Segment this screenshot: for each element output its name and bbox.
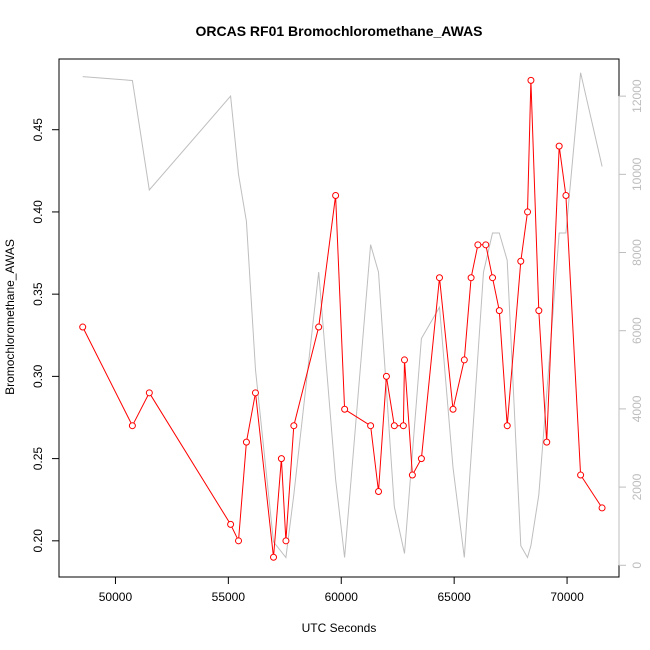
data-point xyxy=(382,372,390,380)
chart-title: ORCAS RF01 Bromochloromethane_AWAS xyxy=(195,23,482,39)
x-axis-label: UTC Seconds xyxy=(302,621,377,635)
x-axis: 50000 55000 60000 65000 70000 xyxy=(99,576,584,604)
data-point xyxy=(474,241,482,249)
x-tick-label: 55000 xyxy=(212,590,246,604)
data-point xyxy=(251,389,259,397)
y-tick-label: 0.25 xyxy=(31,447,45,471)
data-point xyxy=(495,307,503,315)
data-point xyxy=(290,422,298,430)
data-point xyxy=(535,307,543,315)
data-point xyxy=(503,422,511,430)
data-point xyxy=(489,274,497,282)
data-point xyxy=(562,191,570,199)
data-point xyxy=(435,274,443,282)
y2-tick-label: 0 xyxy=(630,562,644,569)
data-point xyxy=(399,422,407,430)
y-axis-right: 0 2000 4000 6000 8000 10000 12000 xyxy=(618,79,644,569)
y-axis-label: Bromochloromethane_AWAS xyxy=(3,239,17,395)
y-tick-label: 0.40 xyxy=(31,200,45,224)
y2-tick-label: 4000 xyxy=(630,395,644,422)
data-point xyxy=(270,553,278,561)
data-point xyxy=(460,356,468,364)
data-point xyxy=(367,422,375,430)
data-point xyxy=(517,257,525,265)
data-point xyxy=(375,487,383,495)
data-point xyxy=(390,422,398,430)
data-point xyxy=(555,142,563,150)
data-point xyxy=(577,471,585,479)
data-point xyxy=(277,455,285,463)
y2-tick-label: 2000 xyxy=(630,473,644,500)
data-point xyxy=(524,208,532,216)
y-tick-label: 0.30 xyxy=(31,364,45,388)
x-tick-label: 70000 xyxy=(550,590,584,604)
data-point xyxy=(128,422,136,430)
data-point xyxy=(145,389,153,397)
y2-tick-label: 10000 xyxy=(630,157,644,191)
x-tick-label: 65000 xyxy=(437,590,471,604)
data-point xyxy=(417,455,425,463)
data-point xyxy=(315,323,323,331)
data-point xyxy=(79,323,87,331)
data-point xyxy=(227,520,235,528)
data-point xyxy=(598,504,606,512)
data-point xyxy=(332,191,340,199)
primary-series-line xyxy=(82,80,603,558)
y2-tick-label: 6000 xyxy=(630,317,644,344)
data-point xyxy=(482,241,490,249)
x-tick-label: 60000 xyxy=(325,590,359,604)
data-point xyxy=(235,537,243,545)
primary-series-layer xyxy=(79,76,606,561)
data-point xyxy=(543,438,551,446)
data-point xyxy=(282,537,290,545)
data-point xyxy=(527,76,535,84)
secondary-series-layer xyxy=(82,72,603,559)
data-point xyxy=(467,274,475,282)
y2-tick-label: 12000 xyxy=(630,79,644,113)
data-point xyxy=(408,471,416,479)
data-point xyxy=(449,405,457,413)
y-tick-label: 0.45 xyxy=(31,118,45,142)
x-tick-label: 50000 xyxy=(99,590,133,604)
y-tick-label: 0.20 xyxy=(31,529,45,553)
secondary-series-line xyxy=(82,72,603,559)
y-axis-left: 0.20 0.25 0.30 0.35 0.40 0.45 xyxy=(31,118,60,553)
data-point xyxy=(400,356,408,364)
y2-tick-label: 8000 xyxy=(630,239,644,266)
data-point xyxy=(341,405,349,413)
y-tick-label: 0.35 xyxy=(31,282,45,306)
data-point xyxy=(242,438,250,446)
